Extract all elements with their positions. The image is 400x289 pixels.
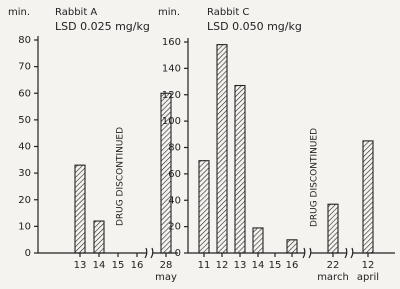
bar	[93, 220, 105, 254]
x-tick-label: 15	[112, 260, 125, 271]
y-axis-label: min.	[8, 7, 30, 18]
x-tick-label: 28	[160, 260, 173, 271]
y-tick-label: 160	[162, 37, 181, 48]
bar	[74, 164, 86, 254]
x-tick-label: 14	[252, 260, 265, 271]
annotation: DRUG DISCONTINUED	[116, 127, 126, 226]
axis-break	[347, 247, 353, 259]
x-tick-label: 12	[216, 260, 229, 271]
x-tick-label: 13	[234, 260, 247, 271]
axis-break	[305, 247, 311, 259]
chart-title: Rabbit C	[207, 7, 249, 18]
axis-break	[344, 247, 354, 259]
y-tick-label: 70	[18, 62, 31, 73]
annotation: DRUG DISCONTINUED	[310, 128, 320, 227]
bar	[198, 160, 210, 254]
bar	[327, 203, 339, 254]
x-sublabel: april	[357, 272, 379, 283]
x-tick-label: 11	[198, 260, 211, 271]
y-tick-label: 80	[18, 35, 31, 46]
y-tick-label: 120	[162, 90, 181, 101]
y-tick-label: 140	[162, 63, 181, 74]
x-tick-label: 13	[74, 260, 87, 271]
y-tick-label: 20	[168, 222, 181, 233]
y-tick-label: 40	[18, 142, 31, 153]
y-tick-label: 20	[18, 195, 31, 206]
x-tick-label: 16	[131, 260, 144, 271]
chart-subtitle: LSD 0.025 mg/kg	[55, 20, 150, 33]
bar	[160, 92, 172, 254]
y-tick-label: 40	[168, 195, 181, 206]
axis-break	[144, 247, 154, 259]
x-tick-label: 22	[327, 260, 340, 271]
x-tick-label: 12	[362, 260, 375, 271]
x-tick-label: 16	[286, 260, 299, 271]
chart-title: Rabbit A	[55, 7, 97, 18]
x-sublabel: march	[317, 272, 349, 283]
bar	[216, 44, 228, 254]
y-tick-label: 50	[18, 115, 31, 126]
bar	[252, 227, 264, 254]
y-tick-label: 30	[18, 168, 31, 179]
bar	[362, 140, 374, 254]
y-tick-label: 60	[18, 88, 31, 99]
bar	[234, 84, 246, 254]
chart-subtitle: LSD 0.050 mg/kg	[207, 20, 302, 33]
x-tick-label: 15	[269, 260, 282, 271]
y-tick-label: 10	[18, 221, 31, 232]
x-tick-label: 14	[93, 260, 106, 271]
y-tick-label: 100	[162, 116, 181, 127]
axis-break	[302, 247, 312, 259]
y-axis-label: min.	[158, 7, 180, 18]
y-tick-label: 80	[168, 143, 181, 154]
axis-break	[147, 247, 153, 259]
bar	[286, 239, 298, 254]
y-tick-label: 0	[25, 248, 31, 259]
y-tick-label: 0	[175, 248, 181, 259]
x-sublabel: may	[155, 272, 177, 283]
y-tick-label: 60	[168, 169, 181, 180]
